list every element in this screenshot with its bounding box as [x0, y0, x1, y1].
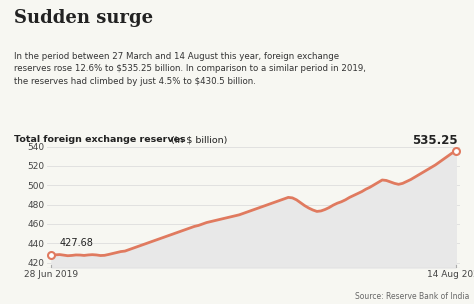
- Text: Source: Reserve Bank of India: Source: Reserve Bank of India: [355, 292, 469, 301]
- Text: 535.25: 535.25: [412, 134, 458, 147]
- Text: Sudden surge: Sudden surge: [14, 9, 154, 27]
- Text: 427.68: 427.68: [60, 237, 93, 247]
- Text: (in $ billion): (in $ billion): [168, 135, 228, 144]
- Text: In the period between 27 March and 14 August this year, foreign exchange
reserve: In the period between 27 March and 14 Au…: [14, 52, 366, 86]
- Text: Total foreign exchange reserves: Total foreign exchange reserves: [14, 135, 186, 144]
